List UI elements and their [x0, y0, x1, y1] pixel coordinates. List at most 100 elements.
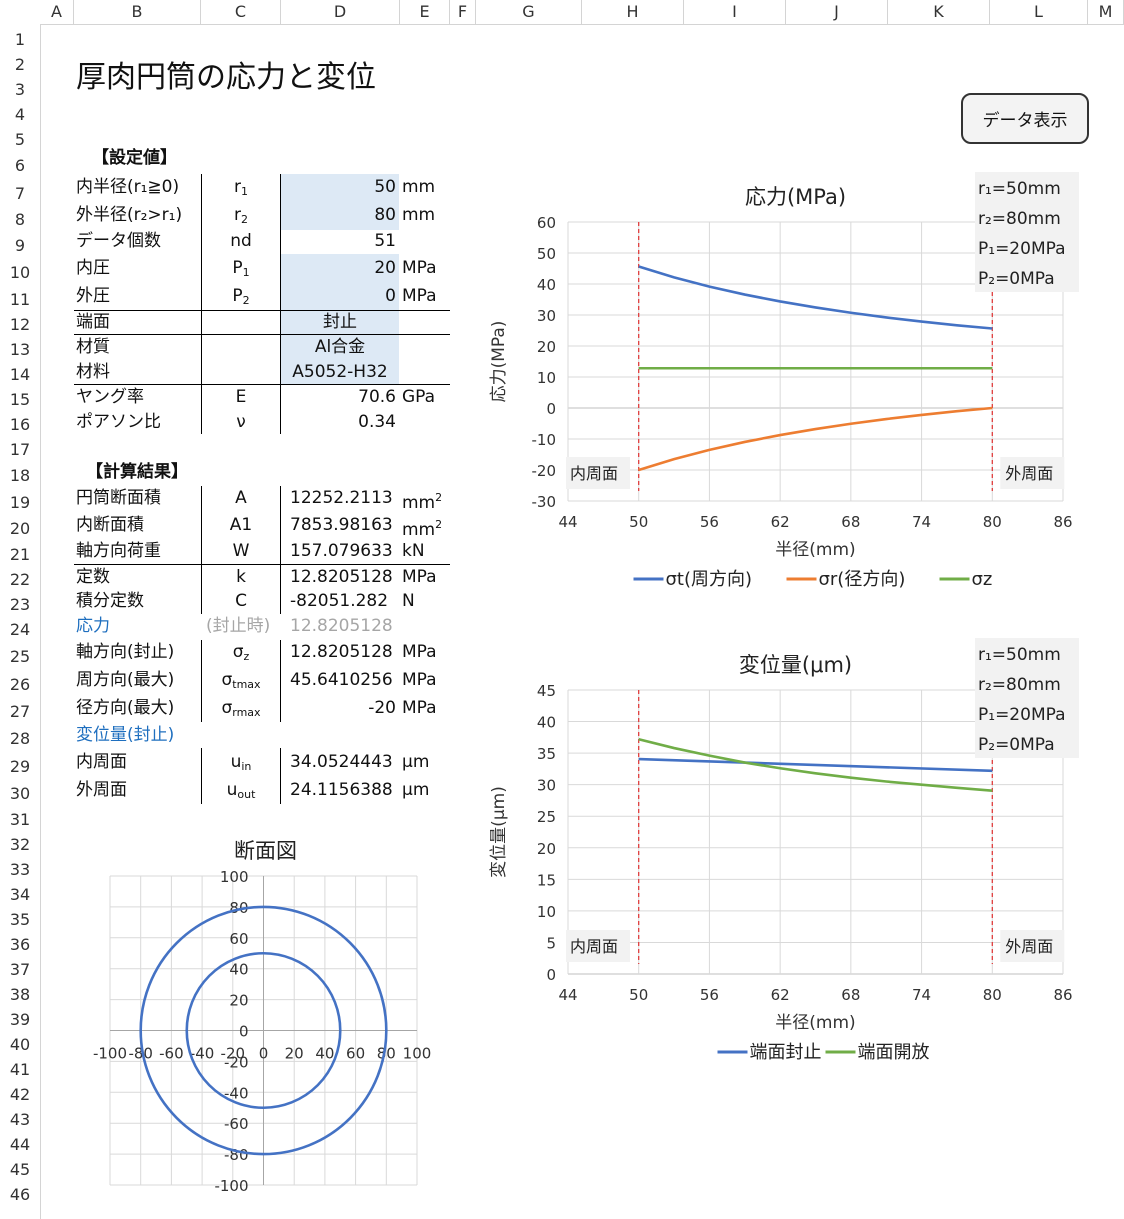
column-header-b[interactable]: B	[74, 0, 201, 24]
x-tick-label: 60	[346, 1045, 365, 1063]
row-header-16[interactable]: 16	[9, 414, 31, 434]
row-header-37[interactable]: 37	[9, 959, 31, 979]
chart-title: 変位量(μm)	[739, 653, 852, 677]
column-header-j[interactable]: J	[786, 0, 888, 24]
setting-label: ヤング率	[76, 387, 144, 407]
setting-unit: MPa	[402, 258, 437, 278]
column-header-a[interactable]: A	[40, 0, 74, 24]
row-header-29[interactable]: 29	[9, 757, 31, 776]
stress-label: 径方向(最大)	[76, 698, 175, 718]
displacement-symbol: uout	[226, 780, 256, 801]
row-header-22[interactable]: 22	[9, 569, 31, 589]
row-header-11[interactable]: 11	[9, 289, 31, 309]
row-header-19[interactable]: 19	[9, 492, 31, 512]
row-header-10[interactable]: 10	[9, 263, 31, 282]
row-header-35[interactable]: 35	[9, 909, 31, 929]
column-header-c[interactable]: C	[201, 0, 281, 24]
row-header-46[interactable]: 46	[9, 1184, 31, 1204]
info-line: r₁=50mm	[978, 645, 1061, 665]
column-header-h[interactable]: H	[582, 0, 684, 24]
setting-value: 封止	[323, 312, 357, 332]
row-header-24[interactable]: 24	[9, 620, 31, 639]
displacement-section-label: 変位量(封止)	[76, 725, 175, 745]
page-title: 厚肉円筒の応力と変位	[76, 60, 376, 95]
result-unit: MPa	[402, 567, 437, 587]
row-header-27[interactable]: 27	[9, 702, 31, 721]
x-axis-label: 半径(mm)	[775, 1013, 855, 1033]
setting-label: 外半径(r₂>r₁)	[76, 205, 183, 225]
stress-label: 周方向(最大)	[76, 670, 175, 690]
row-header-13[interactable]: 13	[9, 339, 31, 359]
row-header-36[interactable]: 36	[9, 934, 31, 954]
setting-symbol: ν	[236, 412, 246, 432]
row-header-23[interactable]: 23	[9, 594, 31, 614]
row-header-17[interactable]: 17	[9, 439, 31, 459]
row-header-26[interactable]: 26	[9, 675, 31, 694]
row-header-7[interactable]: 7	[14, 183, 26, 203]
y-tick-label: 0	[546, 966, 556, 984]
row-header-15[interactable]: 15	[9, 389, 31, 409]
info-line: P₁=20MPa	[978, 239, 1066, 259]
row-header-20[interactable]: 20	[9, 519, 31, 538]
row-header-3[interactable]: 3	[14, 79, 26, 99]
row-header-33[interactable]: 33	[9, 859, 31, 879]
setting-value: A5052-H32	[292, 362, 388, 382]
displacement-symbol: uin	[230, 752, 252, 773]
row-header-39[interactable]: 39	[9, 1009, 31, 1029]
row-header-9[interactable]: 9	[14, 235, 26, 255]
row-header-14[interactable]: 14	[9, 364, 31, 384]
row-header-40[interactable]: 40	[9, 1034, 31, 1054]
row-header-38[interactable]: 38	[9, 984, 31, 1004]
row-header-25[interactable]: 25	[9, 647, 31, 666]
column-header-k[interactable]: K	[888, 0, 990, 24]
column-header-m[interactable]: M	[1088, 0, 1124, 24]
row-header-2[interactable]: 2	[14, 54, 26, 74]
row-header-5[interactable]: 5	[14, 129, 26, 149]
column-header-d[interactable]: D	[281, 0, 400, 24]
row-header-41[interactable]: 41	[9, 1059, 31, 1079]
setting-symbol: P1	[232, 258, 250, 279]
y-tick-label: -20	[224, 1053, 249, 1071]
stress-symbol: σz	[232, 642, 250, 663]
setting-label: データ個数	[76, 231, 161, 251]
row-header-31[interactable]: 31	[9, 809, 31, 829]
row-header-43[interactable]: 43	[9, 1109, 31, 1129]
stress-symbol: σrmax	[221, 698, 261, 719]
row-header-44[interactable]: 44	[9, 1134, 31, 1154]
row-header-45[interactable]: 45	[9, 1159, 31, 1179]
row-header-28[interactable]: 28	[9, 729, 31, 748]
displacement-unit: μm	[402, 780, 430, 800]
y-tick-label: 45	[537, 682, 556, 700]
result-value: 157.079633	[290, 541, 393, 561]
result-symbol: W	[232, 541, 250, 561]
chart-title: 断面図	[234, 839, 297, 863]
row-header-42[interactable]: 42	[9, 1084, 31, 1104]
row-header-1[interactable]: 1	[14, 29, 26, 49]
column-header-g[interactable]: G	[476, 0, 582, 24]
outer-surface-label: 外周面	[1005, 464, 1053, 483]
show-data-button[interactable]: データ表示	[961, 93, 1089, 144]
row-header-4[interactable]: 4	[14, 104, 26, 124]
row-header-21[interactable]: 21	[9, 544, 31, 564]
x-axis-label: 半径(mm)	[775, 540, 855, 560]
row-header-6[interactable]: 6	[14, 156, 26, 175]
column-header-l[interactable]: L	[990, 0, 1088, 24]
stress-unit: MPa	[402, 698, 437, 718]
row-header-30[interactable]: 30	[9, 784, 31, 803]
result-value: 12252.2113	[290, 488, 393, 508]
stress-unit: MPa	[402, 670, 437, 690]
row-header-32[interactable]: 32	[9, 834, 31, 854]
row-header-34[interactable]: 34	[9, 884, 31, 904]
info-line: r₂=80mm	[978, 675, 1061, 695]
row-header-12[interactable]: 12	[9, 314, 31, 334]
column-header-i[interactable]: I	[684, 0, 786, 24]
row-header-18[interactable]: 18	[9, 465, 31, 485]
x-tick-label: 86	[1053, 986, 1072, 1004]
row-header-8[interactable]: 8	[14, 209, 26, 229]
column-header-f[interactable]: F	[450, 0, 476, 24]
chart-title: 応力(MPa)	[745, 185, 846, 209]
column-header-e[interactable]: E	[400, 0, 450, 24]
